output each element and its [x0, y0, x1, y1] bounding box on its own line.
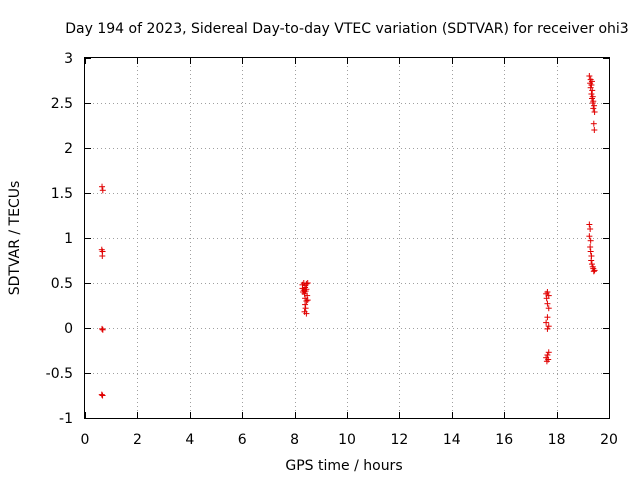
data-point — [99, 183, 106, 190]
data-point — [303, 280, 310, 287]
x-tick-label: 14 — [443, 432, 461, 448]
y-tick-label: 0 — [64, 321, 73, 337]
data-point — [586, 73, 593, 79]
y-tick-label: 1.5 — [51, 186, 73, 202]
x-tick-label: 8 — [290, 432, 299, 448]
data-point — [99, 326, 106, 333]
data-point — [303, 310, 310, 317]
data-point — [589, 100, 596, 106]
data-point — [543, 295, 550, 302]
data-point — [591, 102, 598, 109]
x-tick-label: 6 — [238, 432, 247, 448]
data-point — [99, 187, 106, 194]
data-point — [544, 325, 551, 332]
data-point — [544, 314, 551, 321]
data-point — [98, 391, 105, 398]
data-point — [588, 257, 595, 264]
data-point — [590, 105, 597, 112]
data-point — [588, 82, 595, 88]
data-point — [544, 300, 551, 307]
y-tick-label: 2.5 — [51, 96, 73, 112]
data-point — [591, 109, 598, 115]
x-tick-label: 16 — [495, 432, 513, 448]
x-tick-label: 4 — [185, 432, 194, 448]
y-axis-label: SDTVAR / TECUs — [7, 181, 23, 296]
x-tick-label: 10 — [338, 432, 356, 448]
data-point — [302, 305, 309, 312]
data-point — [588, 91, 595, 97]
y-tick-labels: -1 -0.5 0 0.5 1 1.5 2 2.5 3 — [46, 51, 73, 427]
x-tick-label: 20 — [600, 432, 618, 448]
data-point — [590, 268, 597, 275]
data-point — [586, 221, 593, 228]
data-point — [591, 267, 598, 274]
data-point — [543, 319, 550, 326]
data-point — [99, 325, 106, 332]
data-point — [545, 305, 552, 312]
data-point — [99, 392, 106, 399]
data-point — [544, 352, 551, 358]
data-point — [302, 288, 309, 295]
data-point — [304, 280, 311, 286]
data-point — [587, 248, 594, 255]
y-tick-label: 2 — [64, 141, 73, 157]
data-point — [588, 95, 595, 102]
data-point — [587, 84, 594, 91]
chart-title: Day 194 of 2023, Sidereal Day-to-day VTE… — [65, 21, 628, 37]
data-point — [589, 87, 596, 94]
data-points — [98, 73, 598, 399]
data-point — [588, 261, 595, 268]
data-point — [587, 244, 594, 250]
x-tick-label: 18 — [548, 432, 566, 448]
data-point — [590, 120, 597, 127]
grid-layer — [85, 58, 609, 418]
data-point — [303, 298, 310, 304]
data-point — [99, 253, 106, 259]
x-tick-labels: 0 2 4 6 8 10 12 14 16 18 20 — [81, 432, 618, 448]
data-point — [304, 297, 311, 304]
data-point — [543, 358, 550, 365]
data-point — [545, 323, 552, 330]
data-point — [302, 301, 309, 308]
data-point — [591, 127, 598, 133]
x-tick-label: 12 — [390, 432, 408, 448]
x-tick-label: 0 — [81, 432, 90, 448]
x-axis-label: GPS time / hours — [285, 458, 402, 474]
data-point — [545, 349, 552, 356]
data-point — [587, 226, 594, 232]
data-point — [544, 289, 551, 295]
y-tick-label: 3 — [64, 51, 73, 67]
tick-layer — [85, 58, 610, 419]
y-tick-label: 1 — [64, 231, 73, 247]
y-tick-label: -1 — [59, 411, 73, 427]
y-tick-label: 0.5 — [51, 276, 73, 292]
x-tick-label: 2 — [133, 432, 142, 448]
data-point — [587, 237, 594, 244]
plot-frame — [84, 57, 610, 419]
y-tick-label: -0.5 — [46, 366, 73, 382]
data-point — [586, 233, 593, 240]
